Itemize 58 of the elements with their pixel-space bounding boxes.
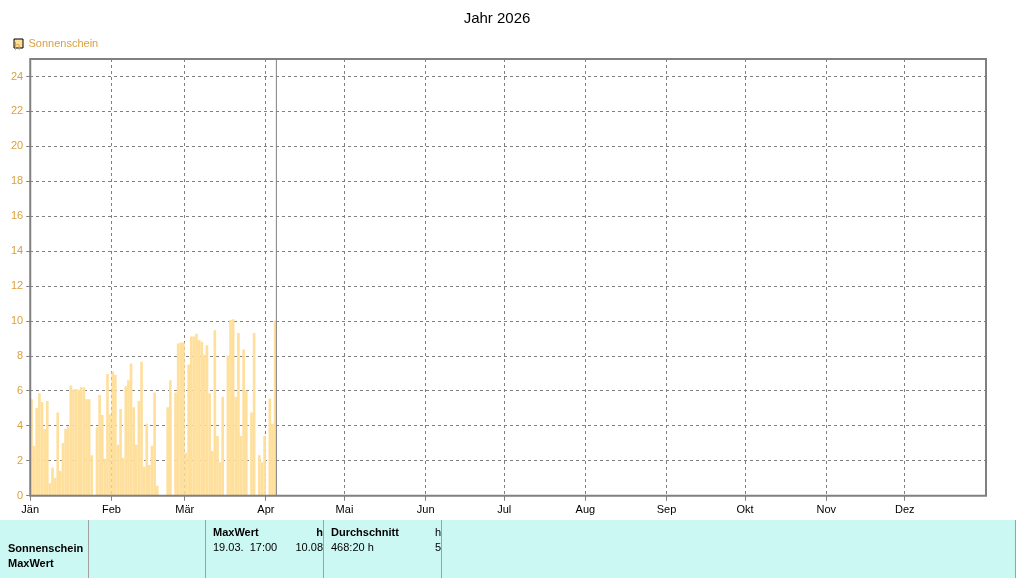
text: MaxWert <box>8 557 55 569</box>
text: 10.08 <box>295 541 323 553</box>
text: 5 <box>434 541 441 553</box>
bar <box>182 342 185 496</box>
bar <box>119 408 122 496</box>
x-tick-label: Nov <box>816 503 837 516</box>
x-tick-label: Apr <box>257 503 275 516</box>
bar <box>153 392 156 496</box>
y-tick-label: 0 <box>17 488 24 501</box>
text: 468:20 h <box>331 541 375 553</box>
text: MaxWert <box>213 526 260 538</box>
x-tick-label: Jun <box>416 503 435 516</box>
text: Durchschnitt <box>331 526 400 538</box>
bar <box>51 467 54 496</box>
bar <box>263 436 266 496</box>
x-tick-label: Aug <box>575 503 596 516</box>
bar <box>242 349 245 496</box>
x-tick-label: Mär <box>175 503 195 516</box>
bar <box>98 395 101 496</box>
x-tick-label: Sep <box>656 503 677 516</box>
bar <box>258 455 261 496</box>
y-tick-label: 14 <box>10 244 24 257</box>
bar <box>111 371 115 496</box>
bar <box>237 332 240 496</box>
chart-title: Jahr 2026 <box>463 9 531 27</box>
bar <box>45 401 49 496</box>
y-tick-label: 12 <box>10 279 24 292</box>
bar <box>221 396 225 496</box>
x-tick-label: Feb <box>101 503 121 516</box>
x-tick-label: Jul <box>497 503 512 516</box>
text: h <box>434 526 441 538</box>
bar <box>56 412 60 496</box>
y-tick-label: 8 <box>17 349 24 362</box>
y-tick-label: 16 <box>10 209 24 222</box>
text: Sonnenschein <box>8 542 85 554</box>
x-tick-label: Jän <box>21 503 40 516</box>
text: h <box>316 526 323 538</box>
bar <box>231 319 235 496</box>
bar <box>69 385 73 496</box>
y-tick-label: 22 <box>10 104 24 117</box>
y-tick-label: 2 <box>17 453 24 466</box>
bar <box>169 380 172 496</box>
bar <box>145 423 149 496</box>
x-tick-label: Mai <box>335 503 354 516</box>
bar <box>114 374 117 496</box>
y-tick-label: 18 <box>10 174 24 187</box>
y-tick-label: 24 <box>10 69 24 82</box>
x-tick-label: Dez <box>895 503 915 516</box>
y-tick-label: 4 <box>17 418 24 431</box>
y-tick-label: 20 <box>10 139 24 152</box>
y-axis-title: h <box>14 40 21 53</box>
x-tick-label: Okt <box>736 503 754 516</box>
text: 19.03. 17:00 <box>213 541 278 553</box>
y-tick-label: 6 <box>17 384 24 396</box>
bar <box>140 361 143 496</box>
legend-label: Sonnenschein <box>28 36 99 49</box>
y-tick-label: 10 <box>10 314 24 327</box>
bar <box>106 374 109 496</box>
